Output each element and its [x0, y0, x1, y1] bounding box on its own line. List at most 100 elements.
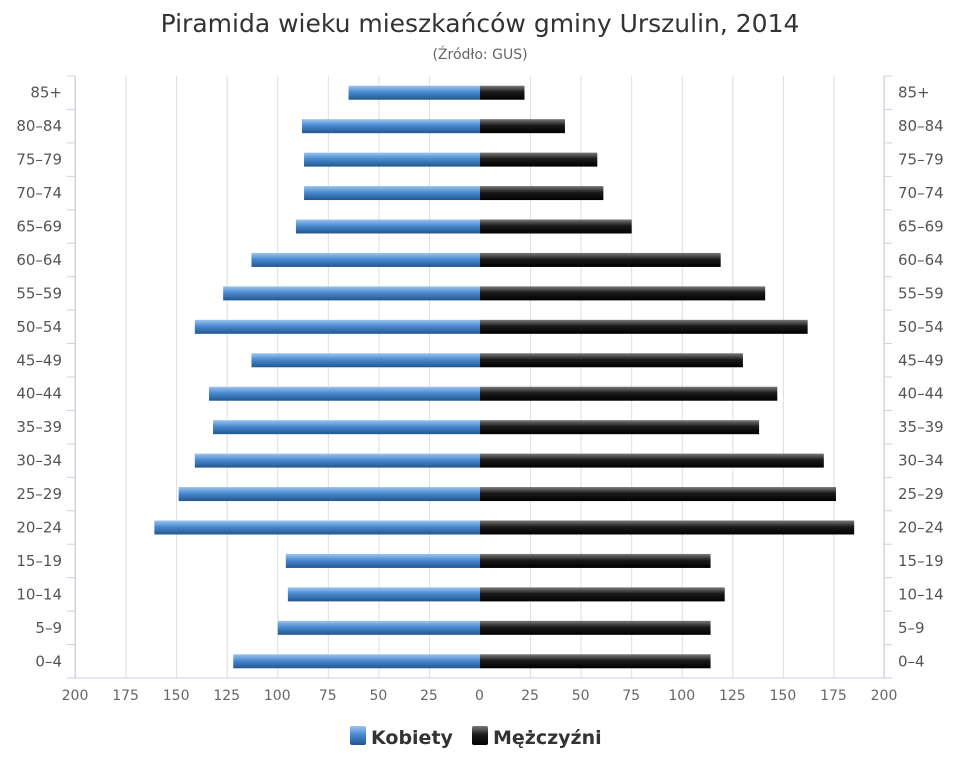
category-label-right: 85+	[898, 84, 930, 102]
category-label-right: 55–59	[898, 284, 944, 302]
bar-kobiety-55-59[interactable]	[223, 286, 480, 301]
bar-mezczyzni-35-39[interactable]	[480, 420, 760, 435]
legend-item-mezczyzni[interactable]: Mężczyźni	[472, 726, 602, 749]
bar-mezczyzni-5-9[interactable]	[480, 620, 711, 635]
category-label-left: 0–4	[35, 652, 62, 670]
bar-kobiety-10-14[interactable]	[287, 587, 480, 602]
bar-kobiety-30-34[interactable]	[194, 453, 480, 468]
category-label-left: 70–74	[16, 184, 62, 202]
x-tick-label: 150	[770, 688, 797, 704]
x-tick-label: 125	[719, 688, 746, 704]
category-label-right: 5–9	[898, 619, 925, 637]
bar-mezczyzni-85+[interactable]	[480, 85, 525, 100]
axis-lines	[67, 75, 892, 679]
category-labels-right: 0–4 5–9 10–14 15–19 20–24 25–29 30–34 35–39 40–4…	[898, 84, 944, 671]
legend-label-kobiety: Kobiety	[371, 727, 454, 749]
x-tick-label: 50	[369, 688, 387, 704]
chart-subtitle: (Źródło: GUS)	[432, 45, 527, 63]
x-tick-label: 175	[820, 688, 847, 704]
category-label-right: 15–19	[898, 552, 944, 570]
x-tick-label: 125	[213, 688, 240, 704]
bar-kobiety-35-39[interactable]	[213, 420, 480, 435]
category-label-left: 75–79	[16, 151, 62, 169]
category-label-left: 65–69	[16, 218, 62, 236]
category-label-left: 45–49	[16, 351, 62, 369]
bar-kobiety-50-54[interactable]	[194, 319, 480, 334]
x-tick-label: 75	[319, 688, 337, 704]
category-label-right: 30–34	[898, 452, 944, 470]
legend-label-mezczyzni: Mężczyźni	[493, 727, 602, 749]
x-tick-label: 75	[622, 688, 640, 704]
bar-mezczyzni-70-74[interactable]	[480, 186, 604, 201]
bar-kobiety-80-84[interactable]	[302, 119, 480, 134]
bar-mezczyzni-30-34[interactable]	[480, 453, 824, 468]
bar-kobiety-70-74[interactable]	[304, 186, 480, 201]
bar-kobiety-0-4[interactable]	[233, 654, 480, 669]
category-label-right: 65–69	[898, 218, 944, 236]
category-labels-left: 0–4 5–9 10–14 15–19 20–24 25–29 30–34 35–39 40–4…	[16, 84, 62, 671]
category-label-right: 25–29	[898, 485, 944, 503]
bar-kobiety-40-44[interactable]	[208, 386, 481, 401]
category-label-left: 10–14	[16, 585, 62, 603]
bar-mezczyzni-75-79[interactable]	[480, 152, 598, 167]
bar-mezczyzni-80-84[interactable]	[480, 119, 565, 134]
bar-mezczyzni-25-29[interactable]	[480, 487, 836, 502]
bar-mezczyzni-0-4[interactable]	[480, 654, 711, 669]
bar-kobiety-65-69[interactable]	[295, 219, 480, 234]
category-label-left: 25–29	[16, 485, 62, 503]
x-tick-label: 200	[62, 688, 89, 704]
category-label-left: 60–64	[16, 251, 62, 269]
legend: Kobiety Mężczyźni	[350, 726, 602, 749]
bar-kobiety-25-29[interactable]	[178, 487, 480, 502]
category-label-left: 80–84	[16, 117, 62, 135]
x-tick-label: 175	[112, 688, 139, 704]
x-tick-label: 100	[264, 688, 291, 704]
category-label-right: 0–4	[898, 652, 925, 670]
bar-mezczyzni-60-64[interactable]	[480, 252, 721, 267]
x-tick-label: 100	[668, 688, 695, 704]
x-tick-label: 0	[475, 688, 484, 704]
x-tick-label: 25	[420, 688, 438, 704]
legend-swatch-kobiety	[350, 726, 366, 745]
category-label-right: 40–44	[898, 385, 944, 403]
bar-kobiety-20-24[interactable]	[154, 520, 480, 535]
bar-kobiety-15-19[interactable]	[285, 553, 480, 568]
x-tick-label: 25	[521, 688, 539, 704]
category-label-right: 35–39	[898, 418, 944, 436]
legend-swatch-mezczyzni	[472, 726, 488, 745]
category-label-right: 80–84	[898, 117, 944, 135]
bar-mezczyzni-65-69[interactable]	[480, 219, 632, 234]
bar-kobiety-45-49[interactable]	[251, 353, 480, 368]
bar-mezczyzni-10-14[interactable]	[480, 587, 725, 602]
legend-item-kobiety[interactable]: Kobiety	[350, 726, 454, 749]
bar-kobiety-75-79[interactable]	[304, 152, 480, 167]
bar-mezczyzni-45-49[interactable]	[480, 353, 743, 368]
bar-mezczyzni-40-44[interactable]	[480, 386, 778, 401]
category-label-right: 70–74	[898, 184, 944, 202]
bar-mezczyzni-50-54[interactable]	[480, 319, 808, 334]
bar-mezczyzni-15-19[interactable]	[480, 553, 711, 568]
x-tick-label: 50	[572, 688, 590, 704]
category-label-left: 20–24	[16, 519, 62, 537]
category-label-right: 50–54	[898, 318, 944, 336]
bar-mezczyzni-20-24[interactable]	[480, 520, 855, 535]
category-label-right: 20–24	[898, 519, 944, 537]
x-axis-tick-labels: 200 175 150 125 100 75 50 25 0 25 50 75 100 125 150 175…	[62, 688, 898, 704]
category-label-right: 45–49	[898, 351, 944, 369]
category-label-left: 15–19	[16, 552, 62, 570]
bar-kobiety-5-9[interactable]	[277, 620, 480, 635]
bar-mezczyzni-55-59[interactable]	[480, 286, 766, 301]
category-label-left: 55–59	[16, 284, 62, 302]
bar-kobiety-60-64[interactable]	[251, 252, 480, 267]
category-label-left: 85+	[30, 84, 62, 102]
category-label-right: 75–79	[898, 151, 944, 169]
category-label-left: 40–44	[16, 385, 62, 403]
category-label-right: 10–14	[898, 585, 944, 603]
category-label-left: 5–9	[35, 619, 62, 637]
category-label-left: 35–39	[16, 418, 62, 436]
x-tick-label: 150	[163, 688, 190, 704]
chart-title: Piramida wieku mieszkańców gminy Urszuli…	[161, 9, 800, 38]
bar-kobiety-85+[interactable]	[348, 85, 480, 100]
series-mezczyzni-bars	[480, 85, 855, 669]
